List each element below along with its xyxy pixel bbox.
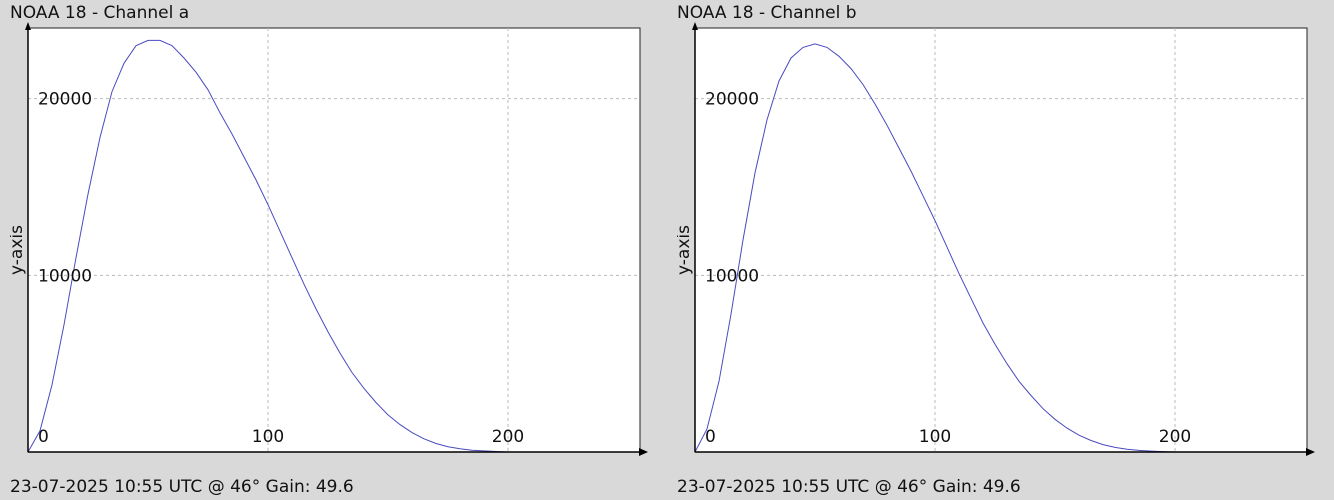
chart-panel-b: NOAA 18 - Channel b 0 100 200 10000 20000 y-a… [677, 0, 1317, 500]
y-tick-label: 10000 [38, 266, 92, 286]
series-line [694, 43, 1176, 453]
x-tick-label: 100 [252, 427, 284, 447]
y-axis-label: y-axis [10, 225, 27, 275]
x-axis-arrow [1306, 448, 1315, 456]
chart-footer: 23-07-2025 10:55 UTC @ 46° Gain: 49.6 [677, 477, 1021, 497]
chart-title: NOAA 18 - Channel a [10, 3, 190, 23]
plot-area [27, 27, 641, 453]
x-tick-label: 0 [705, 427, 716, 447]
y-tick-label: 20000 [705, 90, 759, 110]
chart-panel-a: NOAA 18 - Channel a 0 100 200 10000 20000 y-a… [10, 0, 650, 500]
x-axis-arrow [639, 448, 648, 456]
chart-svg: 0 100 200 10000 20000 y-axis [677, 22, 1315, 456]
x-tick-label: 200 [492, 427, 524, 447]
y-axis-arrow [692, 22, 698, 30]
y-tick-label: 10000 [705, 266, 759, 286]
y-axis-label: y-axis [677, 225, 694, 275]
x-tick-label: 200 [1159, 427, 1191, 447]
chart-svg: 0 100 200 10000 20000 y-axis [10, 22, 648, 456]
chart-title: NOAA 18 - Channel b [677, 3, 857, 23]
plot-area [694, 27, 1308, 453]
series-line [27, 39, 509, 453]
chart-footer: 23-07-2025 10:55 UTC @ 46° Gain: 49.6 [10, 477, 354, 497]
y-axis-arrow [25, 22, 31, 30]
x-tick-label: 0 [38, 427, 49, 447]
y-tick-label: 20000 [38, 90, 92, 110]
x-tick-label: 100 [919, 427, 951, 447]
